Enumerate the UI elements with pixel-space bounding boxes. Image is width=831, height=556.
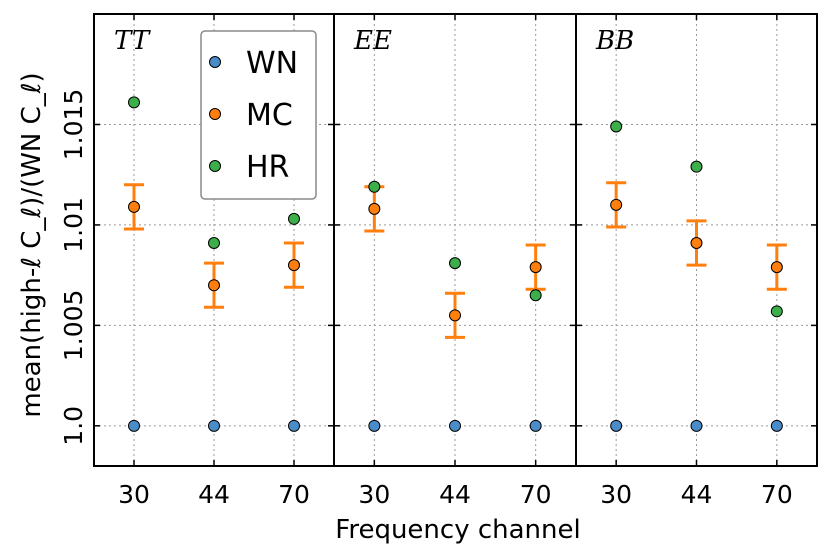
y-tick-label: 1.005 [59, 290, 88, 362]
wn-point [770, 419, 783, 432]
x-tick-label: 70 [520, 480, 552, 509]
legend-marker [209, 56, 221, 68]
legend-marker [209, 108, 221, 120]
mc-point [368, 202, 381, 215]
mc-point [128, 200, 140, 213]
hr-point [208, 237, 220, 250]
x-tick-label: 70 [278, 480, 310, 509]
x-tick-label: 70 [761, 480, 793, 509]
wn-point [128, 419, 140, 432]
panel-frames [93, 13, 818, 467]
wn-point [208, 419, 220, 432]
panel-title: TT [114, 26, 151, 56]
legend-label: MC [246, 98, 293, 133]
y-tick-label: 1.01 [59, 197, 88, 253]
wn-point [690, 419, 703, 432]
x-tick-label: 44 [439, 480, 471, 509]
legend: WN MC HR [200, 30, 317, 200]
mc-point [449, 309, 461, 322]
legend-marker [209, 160, 221, 172]
panel-title: BB [595, 26, 634, 56]
y-axis-label: mean(high-ℓ C_ℓ)/(WN C_ℓ) [17, 72, 47, 417]
mc-point [610, 198, 623, 211]
data-marks [124, 96, 787, 432]
wn-point [610, 419, 623, 432]
hr-point [770, 305, 783, 318]
x-tick-label: 44 [198, 480, 230, 509]
x-tick-label: 44 [681, 480, 713, 509]
mc-point [770, 261, 783, 274]
hr-point [128, 96, 140, 109]
legend-box [200, 30, 317, 200]
mc-point [208, 279, 220, 292]
hr-point [368, 180, 381, 193]
legend-label: WN [246, 46, 298, 81]
wn-point [529, 419, 542, 432]
y-tick-label: 1.015 [59, 89, 88, 161]
hr-point [690, 160, 703, 173]
x-tick-label: 30 [118, 480, 150, 509]
legend-label: HR [246, 150, 289, 185]
mc-point [529, 261, 542, 274]
hr-point [610, 120, 623, 133]
wn-point [288, 419, 300, 432]
x-tick-label: 30 [600, 480, 632, 509]
mc-point [690, 237, 703, 250]
hr-point [288, 212, 300, 225]
x-tick-label: 30 [358, 480, 390, 509]
mc-point [288, 259, 300, 272]
wn-point [368, 419, 381, 432]
x-axis-label: Frequency channel [335, 515, 580, 545]
hr-point [449, 257, 461, 270]
wn-point [449, 419, 461, 432]
axis-text: 1.0 1.005 1.01 1.015 30 44 70 30 44 70 30 44 70 mean(… [17, 26, 793, 545]
y-tick-label: 1.0 [59, 406, 88, 446]
hr-point [529, 289, 542, 302]
panel-title: EE [353, 26, 392, 56]
